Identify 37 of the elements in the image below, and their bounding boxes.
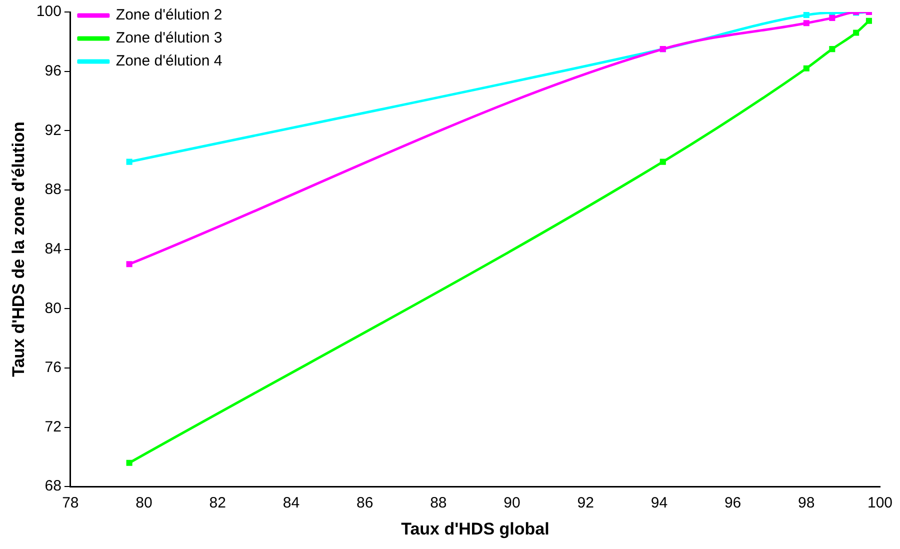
x-tick-label: 78 [62,494,79,512]
y-tick-label: 84 [44,240,62,258]
point [126,460,132,466]
point [829,46,836,52]
point [803,65,810,72]
y-axis-title: Taux d'HDS de la zone d'élution [8,122,28,377]
x-tick-label: 90 [504,494,520,512]
x-tick-label: 82 [209,494,226,512]
point [126,261,132,268]
point [126,158,132,165]
y-tick-label: 88 [44,181,62,198]
point [853,30,860,36]
x-tick-label: 80 [136,494,152,512]
point [803,12,810,18]
point [803,20,810,26]
x-tick-label: 98 [798,494,815,512]
x-tick-label: 96 [724,494,742,512]
y-tick-label: 100 [36,3,62,20]
y-tick-label: 92 [44,122,62,139]
x-tick-label: 84 [282,494,300,512]
y-tick-label: 76 [44,359,62,376]
y-tick-label: 72 [44,418,62,436]
legend-label: Zone d'élution 4 [116,52,222,70]
point [660,158,666,165]
point [866,18,872,24]
point [829,14,836,21]
x-axis-title: Taux d'HDS global [401,519,550,538]
legend-label: Zone d'élution 3 [116,30,222,47]
y-tick-label: 68 [44,478,62,495]
legend-label: Zone d'élution 2 [116,6,222,24]
y-tick-label: 80 [44,300,62,317]
x-tick-label: 94 [650,494,668,512]
x-tick-label: 100 [867,494,893,512]
y-tick-label: 96 [44,62,62,80]
x-tick-label: 92 [577,494,594,512]
x-tick-label: 86 [356,494,374,512]
x-tick-label: 88 [430,494,447,512]
